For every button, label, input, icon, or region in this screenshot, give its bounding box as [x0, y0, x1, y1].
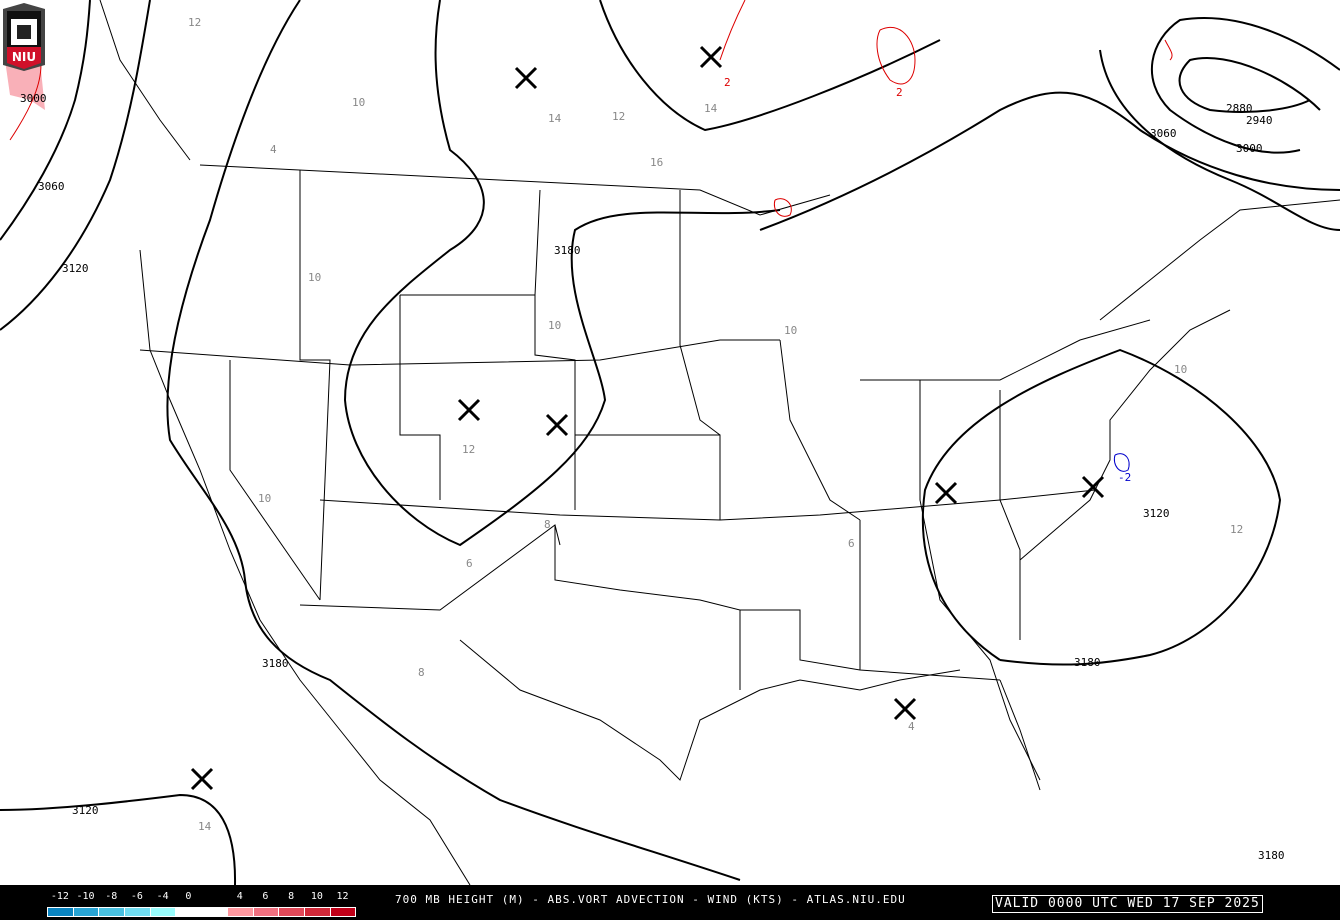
svg-text:10: 10 — [308, 271, 321, 284]
svg-text:3180: 3180 — [262, 657, 289, 670]
svg-text:12: 12 — [462, 443, 475, 456]
svg-text:10: 10 — [548, 319, 561, 332]
svg-text:8: 8 — [544, 518, 551, 531]
svg-text:12: 12 — [1230, 523, 1243, 536]
svg-text:3180: 3180 — [1074, 656, 1101, 669]
high-markers — [190, 45, 1105, 791]
legend-color-box — [226, 907, 254, 917]
high-marker — [1081, 475, 1105, 499]
svg-text:-2: -2 — [1118, 471, 1131, 484]
legend-color-box — [175, 907, 203, 917]
legend-color-box — [252, 907, 280, 917]
svg-text:14: 14 — [198, 820, 212, 833]
legend-color-box — [329, 907, 357, 917]
high-marker — [514, 66, 538, 90]
legend-color-box — [124, 907, 151, 917]
high-marker — [893, 697, 917, 721]
svg-text:10: 10 — [784, 324, 797, 337]
svg-text:3000: 3000 — [20, 92, 47, 105]
legend-color-box — [47, 907, 74, 917]
high-marker — [457, 398, 481, 422]
legend-tick-label: -6 — [130, 891, 143, 902]
legend-tick-label: -8 — [105, 891, 118, 902]
legend-color-box — [201, 907, 228, 917]
legend-tick-label: 6 — [262, 891, 269, 902]
positive-advection-area — [5, 60, 45, 110]
vorticity-labels: 12 10 14 16 12 14 10 10 10 8 6 4 12 10 8… — [188, 16, 1243, 833]
svg-text:3120: 3120 — [72, 804, 99, 817]
legend-tick-label: 10 — [310, 891, 323, 902]
svg-text:3120: 3120 — [1143, 507, 1170, 520]
svg-text:4: 4 — [270, 143, 277, 156]
legend-tick-label: 4 — [236, 891, 243, 902]
svg-text:2: 2 — [724, 76, 731, 89]
svg-text:4: 4 — [908, 720, 915, 733]
niu-logo: NIU — [3, 3, 45, 71]
legend-tick-label: 12 — [336, 891, 349, 902]
height-contours — [0, 0, 1340, 885]
boundaries — [99, 0, 1340, 885]
svg-text:14: 14 — [548, 112, 562, 125]
svg-text:3180: 3180 — [554, 244, 581, 257]
svg-text:3000: 3000 — [1236, 142, 1263, 155]
svg-text:12: 12 — [188, 16, 201, 29]
valid-time: VALID 0000 UTC WED 17 SEP 2025 — [992, 895, 1263, 913]
svg-text:2: 2 — [896, 86, 903, 99]
high-marker — [545, 413, 569, 437]
svg-text:10: 10 — [352, 96, 365, 109]
weather-map: 3000 3060 3120 3180 3180 3180 3120 3120 … — [0, 0, 1340, 885]
footer-bar: -12 -10 -8 -6 -4 0 4 6 8 10 12 700 MB HEIGHT (M) -… — [0, 885, 1340, 920]
legend-color-box — [72, 907, 100, 917]
legend-color-box — [278, 907, 305, 917]
svg-text:6: 6 — [466, 557, 473, 570]
legend-color-box — [304, 907, 331, 917]
legend-color-box — [98, 907, 126, 917]
svg-text:8: 8 — [418, 666, 425, 679]
svg-text:2880: 2880 — [1226, 102, 1253, 115]
height-labels: 3000 3060 3120 3180 3180 3180 3120 3120 … — [20, 92, 1285, 862]
high-marker — [699, 45, 723, 69]
high-marker — [190, 767, 214, 791]
svg-text:3120: 3120 — [62, 262, 89, 275]
svg-text:2940: 2940 — [1246, 114, 1273, 127]
svg-text:3060: 3060 — [1150, 127, 1177, 140]
legend-tick-label: -12 — [50, 891, 69, 902]
svg-text:14: 14 — [704, 102, 718, 115]
svg-text:16: 16 — [650, 156, 663, 169]
svg-text:NIU: NIU — [12, 50, 36, 64]
svg-text:10: 10 — [1174, 363, 1187, 376]
svg-text:3180: 3180 — [1258, 849, 1285, 862]
high-marker — [934, 481, 958, 505]
map-title: 700 MB HEIGHT (M) - ABS.VORT ADVECTION -… — [395, 893, 906, 906]
svg-text:10: 10 — [258, 492, 271, 505]
legend-color-box — [149, 907, 177, 917]
legend-tick-label: -4 — [156, 891, 169, 902]
legend-tick-label: -10 — [76, 891, 95, 902]
legend-tick-label: 0 — [185, 891, 192, 902]
svg-text:6: 6 — [848, 537, 855, 550]
svg-text:3060: 3060 — [38, 180, 65, 193]
svg-text:12: 12 — [612, 110, 625, 123]
legend-tick-label: 8 — [288, 891, 295, 902]
